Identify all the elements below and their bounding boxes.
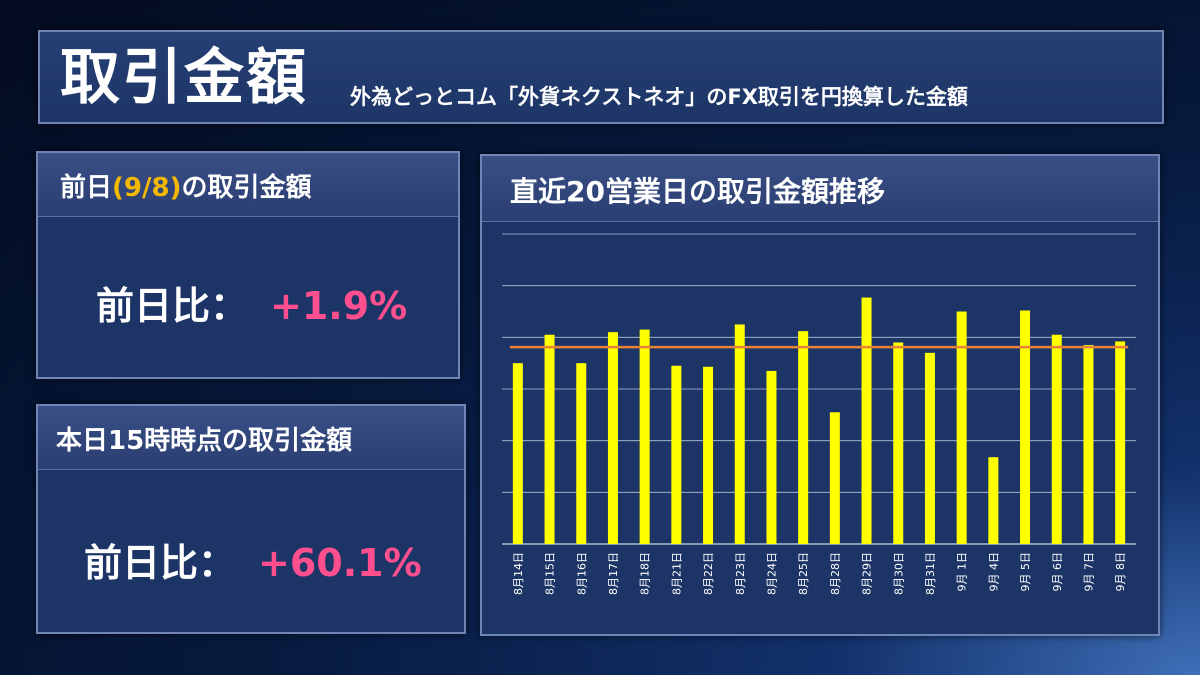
x-tick-label: 8月24日 [765,552,778,595]
x-tick-label: 8月30日 [892,552,905,595]
bar [544,334,555,544]
x-tick-label: 8月31日 [924,552,937,595]
bar [798,331,809,544]
x-tick-label: 8月25日 [797,552,810,595]
today-box-header: 本日15時時点の取引金額 [38,406,464,470]
chart-box-header: 直近20営業日の取引金額推移 [482,156,1158,222]
x-tick-label: 8月14日 [512,552,525,595]
bar [766,370,777,544]
today-ratio-label: 前日比： [84,541,237,585]
bar-chart: 8月14日 8月15日 8月16日 8月17日 8月18日 8月21日 8月22日 8月23日… [502,233,1136,595]
x-tick-label: 9月 6日 [1051,552,1064,592]
bar [893,342,904,544]
prev-day-ratio-value: +1.9% [270,284,408,328]
x-tick-label: 8月18日 [639,552,652,595]
today-box-title: 本日15時時点の取引金額 [56,426,353,456]
x-tick-label: 8月22日 [702,552,715,595]
x-tick-label: 8月29日 [861,552,874,595]
x-tick-label: 8月17日 [607,552,620,595]
header-bar: 取引金額 外為どっとコム「外貨ネクストネオ」のFX取引を円換算した金額 [38,30,1164,124]
bar [1083,345,1094,544]
prev-day-title-date: (9/8) [112,173,182,203]
prev-day-ratio: 前日比： +1.9% [96,275,407,330]
prev-day-box-title: 前日(9/8)の取引金額 [60,167,311,204]
x-tick-label: 9月 4日 [987,552,1000,592]
today-ratio-value: +60.1% [258,541,422,585]
chart-box: 直近20営業日の取引金額推移 8月14日 8月15日 8月16日 8月17日 8月18日… [480,154,1160,636]
bar [1115,341,1126,544]
bar [1020,310,1031,544]
prev-day-ratio-label: 前日比： [96,284,249,328]
x-tick-label: 8月28日 [829,552,842,595]
bar [671,365,682,544]
x-tick-label: 8月21日 [670,552,683,595]
today-box: 本日15時時点の取引金額 前日比： +60.1% [36,404,466,634]
x-tick-label: 9月 7日 [1082,552,1095,592]
x-tick-label: 8月16日 [575,552,588,595]
prev-day-title-prefix: 前日 [60,173,113,203]
bar [512,363,523,544]
bar [703,366,714,544]
x-tick-label: 9月 5日 [1019,552,1032,592]
prev-day-title-suffix: の取引金額 [181,173,312,203]
bar [924,352,935,544]
page-title: 取引金額 [60,43,308,113]
chart-title: 直近20営業日の取引金額推移 [510,175,885,208]
prev-day-box: 前日(9/8)の取引金額 前日比： +1.9% [36,151,460,379]
prev-day-box-header: 前日(9/8)の取引金額 [38,153,458,217]
bar [576,363,587,544]
bar [956,311,967,544]
bar [639,329,650,544]
x-tick-label: 9月 1日 [956,552,969,592]
bar [861,297,872,544]
bar [829,412,840,544]
bar [734,324,745,544]
bar [988,457,999,544]
x-tick-label: 8月15日 [544,552,557,595]
page-subtitle: 外為どっとコム「外貨ネクストネオ」のFX取引を円換算した金額 [350,85,968,109]
bar [1051,334,1062,544]
x-tick-label: 9月 8日 [1114,552,1127,592]
x-tick-label: 8月23日 [734,552,747,595]
bar [607,332,618,544]
today-ratio: 前日比： +60.1% [84,532,422,587]
